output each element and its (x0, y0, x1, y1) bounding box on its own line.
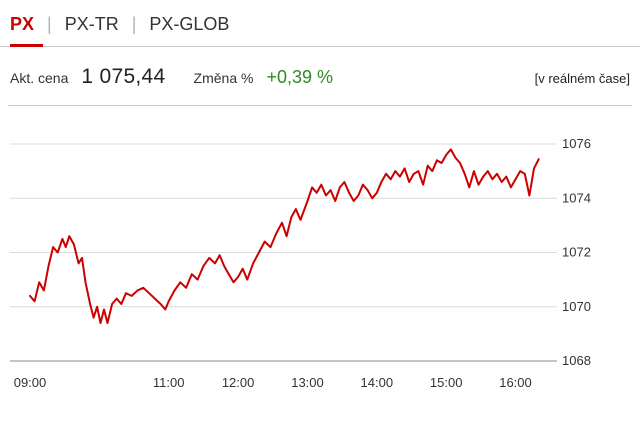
y-tick-label: 1074 (562, 190, 591, 205)
y-tick-label: 1068 (562, 353, 591, 368)
change-value: +0,39 % (266, 67, 334, 87)
x-tick-label: 13:00 (291, 375, 324, 390)
info-divider (8, 105, 632, 106)
x-tick-label: 09:00 (14, 375, 47, 390)
y-tick-label: 1076 (562, 136, 591, 151)
x-tick-label: 12:00 (222, 375, 255, 390)
x-tick-label: 14:00 (361, 375, 394, 390)
price-value: 1 075,44 (81, 65, 166, 88)
x-tick-label: 16:00 (499, 375, 532, 390)
price-info-row: Akt. cena 1 075,44 Změna % +0,39 % [v re… (0, 47, 640, 105)
index-tabs: PX | PX-TR | PX-GLOB (0, 0, 640, 39)
price-label: Akt. cena (10, 70, 69, 86)
y-tick-label: 1072 (562, 245, 591, 260)
x-tick-label: 11:00 (153, 375, 185, 390)
tab-px-glob[interactable]: PX-GLOB (149, 13, 230, 34)
price-chart: 1068 1070 1072 1074 1076 09:00 11:00 12:00 13:00… (0, 106, 640, 398)
change-label: Změna % (193, 70, 254, 86)
active-tab-underline (10, 44, 43, 47)
tab-separator: | (47, 13, 52, 34)
chart-line (29, 148, 540, 324)
tab-px[interactable]: PX (10, 13, 35, 34)
tabs-divider (0, 44, 640, 47)
y-tick-label: 1070 (562, 299, 591, 314)
x-tick-label: 15:00 (430, 375, 463, 390)
realtime-note: [v reálném čase] (534, 71, 630, 86)
tab-separator: | (131, 13, 137, 34)
tab-px-tr[interactable]: PX-TR (64, 13, 119, 34)
chart-svg: 1068 1070 1072 1074 1076 09:00 11:00 12:00 13:00… (10, 136, 591, 390)
